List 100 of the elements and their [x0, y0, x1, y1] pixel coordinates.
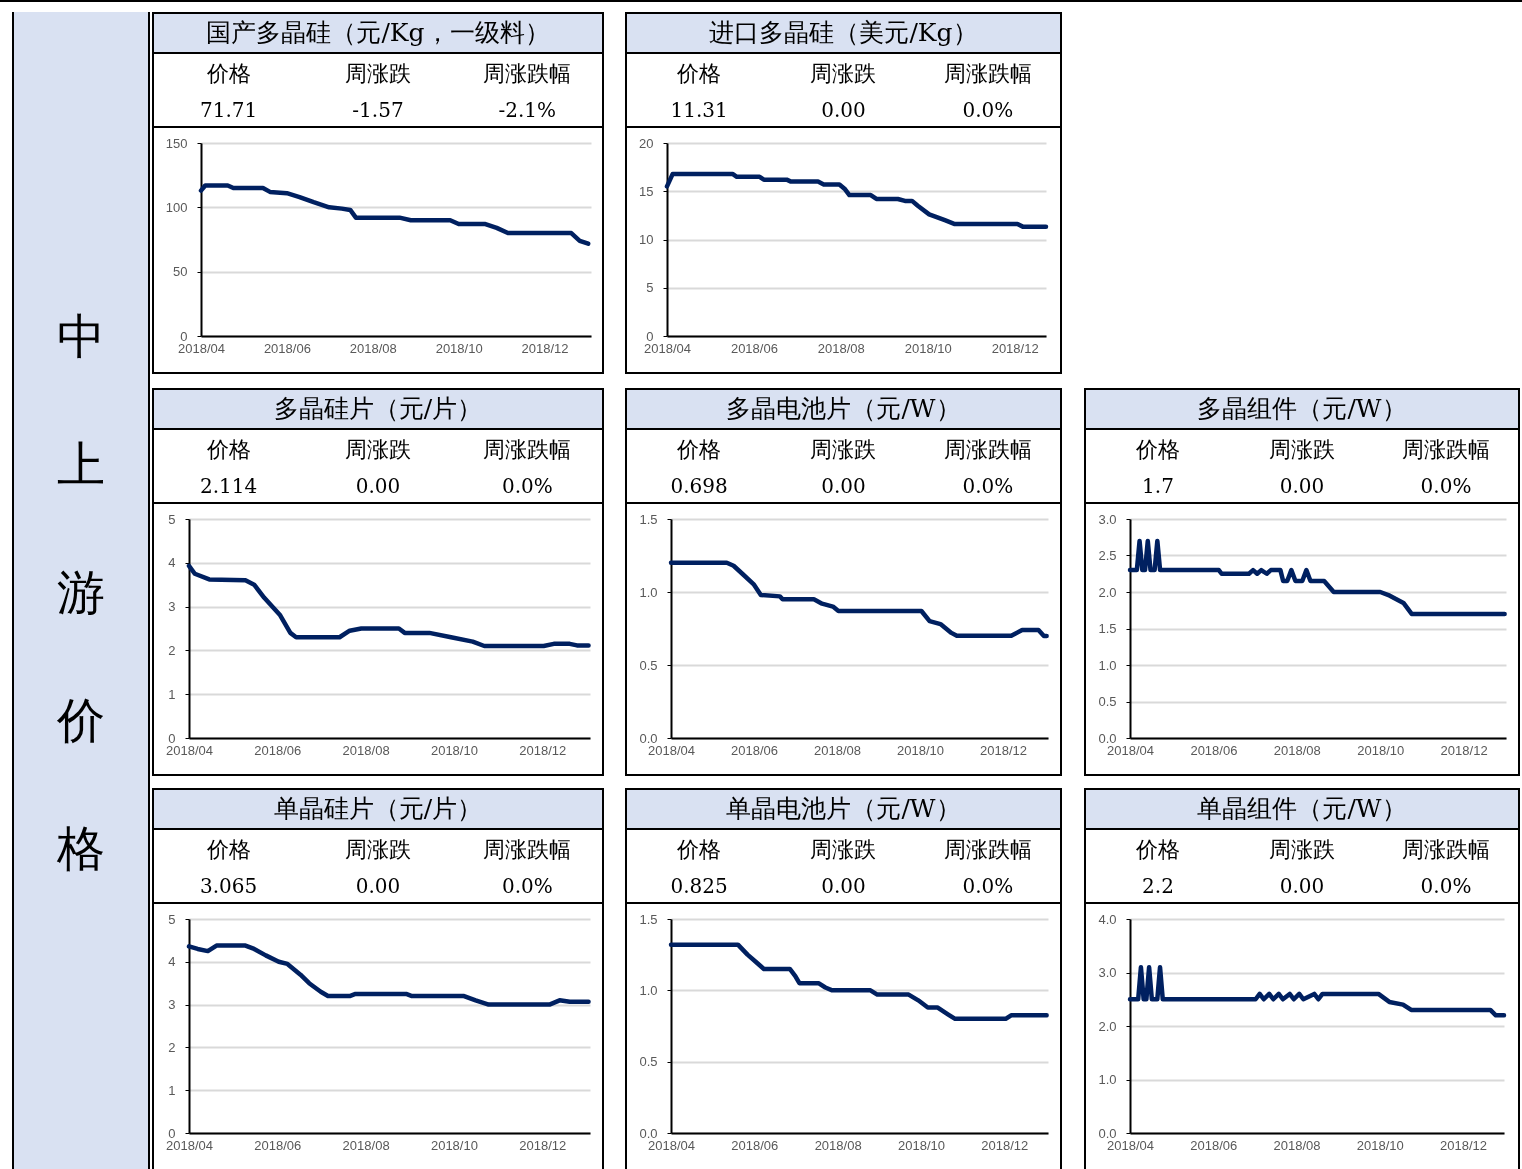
y-tick-label: 100 [165, 199, 188, 215]
text: -1.57 [351, 97, 405, 122]
text: 0.00 [820, 873, 867, 898]
text: 周涨跌 [1268, 435, 1336, 464]
text: 周涨跌 [809, 59, 878, 88]
chart-title: 多晶电池片（元/W） [627, 390, 1060, 430]
text: -2.1% [497, 97, 558, 122]
text: 周涨跌幅 [482, 59, 573, 88]
text: 0.698 [669, 473, 729, 498]
y-tick-label: 2.0 [1098, 584, 1117, 600]
chart-title: 单晶硅片（元/片） [154, 790, 602, 830]
y-tick-label: 10 [639, 232, 654, 247]
y-tick-label: 50 [173, 264, 188, 280]
y-tick-label: 4.0 [1098, 911, 1117, 927]
y-tick-label: 0.5 [639, 1054, 658, 1070]
text: 周涨跌幅 [482, 835, 573, 864]
y-tick-label: 5 [168, 911, 176, 927]
text: 周涨跌幅 [482, 435, 573, 464]
text: 0.0% [961, 473, 1015, 498]
x-tick-label: 2018/12 [1440, 742, 1488, 758]
line-series [1127, 538, 1507, 617]
chart-title: 多晶组件（元/W） [1086, 390, 1518, 430]
x-tick-label: 2018/08 [342, 742, 390, 758]
chart-title: 中上游价格 [57, 307, 105, 876]
y-tick-label: 20 [639, 135, 654, 151]
y-tick-label: 150 [165, 135, 188, 151]
x-tick-label: 2018/08 [1273, 1137, 1321, 1153]
text: 0.00 [820, 97, 867, 122]
x-tick-label: 2018/08 [349, 340, 397, 356]
line-series [198, 183, 591, 246]
x-tick-label: 2018/06 [731, 1137, 779, 1153]
line-series [186, 563, 591, 649]
text: 1.7 [1141, 473, 1175, 498]
y-tick-label: 1.0 [1098, 1072, 1117, 1087]
text: 周涨跌幅 [942, 435, 1033, 464]
text: 价格 [205, 435, 252, 464]
text: 0.0% [961, 97, 1015, 122]
x-tick-label: 2018/10 [1356, 1137, 1404, 1153]
text: 价格 [676, 59, 723, 88]
y-tick-label: 2 [168, 1039, 176, 1055]
text: 价格 [1135, 835, 1181, 864]
line-series [186, 943, 591, 1007]
x-tick-label: 2018/06 [1190, 742, 1238, 758]
x-tick-label: 2018/10 [1357, 742, 1405, 758]
y-tick-label: 0.5 [1098, 694, 1117, 709]
y-tick-label: 1.5 [639, 511, 658, 527]
text: 0.00 [354, 873, 402, 898]
x-tick-label: 2018/06 [263, 340, 311, 356]
text: 价格 [1135, 435, 1181, 464]
line-series [668, 942, 1049, 1022]
text: 周涨跌 [344, 435, 412, 464]
text: 周涨跌 [344, 59, 412, 88]
y-tick-label: 1 [168, 1082, 176, 1098]
y-tick-label: 1.0 [639, 982, 658, 998]
y-tick-label: 3.0 [1098, 965, 1117, 980]
text: 0.0% [1419, 873, 1473, 898]
text: 0.0% [1419, 473, 1473, 498]
chart-title: 多晶硅片（元/片） [154, 390, 602, 430]
y-tick-label: 2.0 [1098, 1018, 1117, 1034]
x-tick-label: 2018/08 [342, 1137, 390, 1153]
x-tick-label: 2018/06 [730, 340, 778, 356]
text: 2.114 [199, 473, 259, 498]
y-tick-label: 3.0 [1098, 511, 1117, 527]
x-tick-label: 2018/12 [1440, 1137, 1488, 1153]
y-tick-label: 2.5 [1098, 548, 1117, 563]
x-tick-label: 2018/06 [1190, 1137, 1238, 1153]
line-series [664, 171, 1049, 230]
chart-title: 进口多晶硅（美元/Kg） [627, 14, 1060, 54]
chart-title: 国产多晶硅（元/Kg，一级料） [154, 14, 602, 54]
text: 周涨跌幅 [1401, 835, 1491, 864]
text: 周涨跌幅 [942, 835, 1033, 864]
x-tick-label: 2018/10 [430, 1137, 478, 1153]
y-tick-label: 1.5 [1098, 621, 1117, 636]
y-tick-label: 15 [639, 183, 654, 199]
chart-title: 单晶组件（元/W） [1086, 790, 1518, 830]
x-tick-label: 2018/08 [814, 1137, 862, 1153]
x-tick-label: 2018/10 [430, 742, 478, 758]
text: 0.00 [1278, 473, 1326, 498]
text: 71.71 [199, 97, 259, 122]
x-tick-label: 2018/10 [435, 340, 483, 356]
x-tick-label: 2018/12 [519, 1137, 567, 1153]
text: 周涨跌 [809, 835, 878, 864]
y-tick-label: 2 [168, 642, 176, 658]
text: 价格 [205, 59, 252, 88]
text: 周涨跌幅 [1401, 435, 1491, 464]
x-tick-label: 2018/10 [904, 340, 952, 356]
text: 11.31 [669, 97, 729, 122]
text: 周涨跌幅 [942, 59, 1033, 88]
y-tick-label: 3 [168, 599, 176, 615]
y-tick-label: 1.0 [639, 584, 658, 600]
text: 价格 [676, 835, 723, 864]
y-tick-label: 4 [168, 954, 176, 970]
text: 0.0% [500, 873, 554, 898]
y-tick-label: 5 [168, 511, 176, 527]
x-tick-label: 2018/12 [981, 1137, 1029, 1153]
x-tick-label: 2018/08 [814, 742, 862, 758]
text: 0.0% [961, 873, 1015, 898]
text: 价格 [676, 435, 723, 464]
x-tick-label: 2018/06 [254, 742, 302, 758]
text: 价格 [205, 835, 252, 864]
